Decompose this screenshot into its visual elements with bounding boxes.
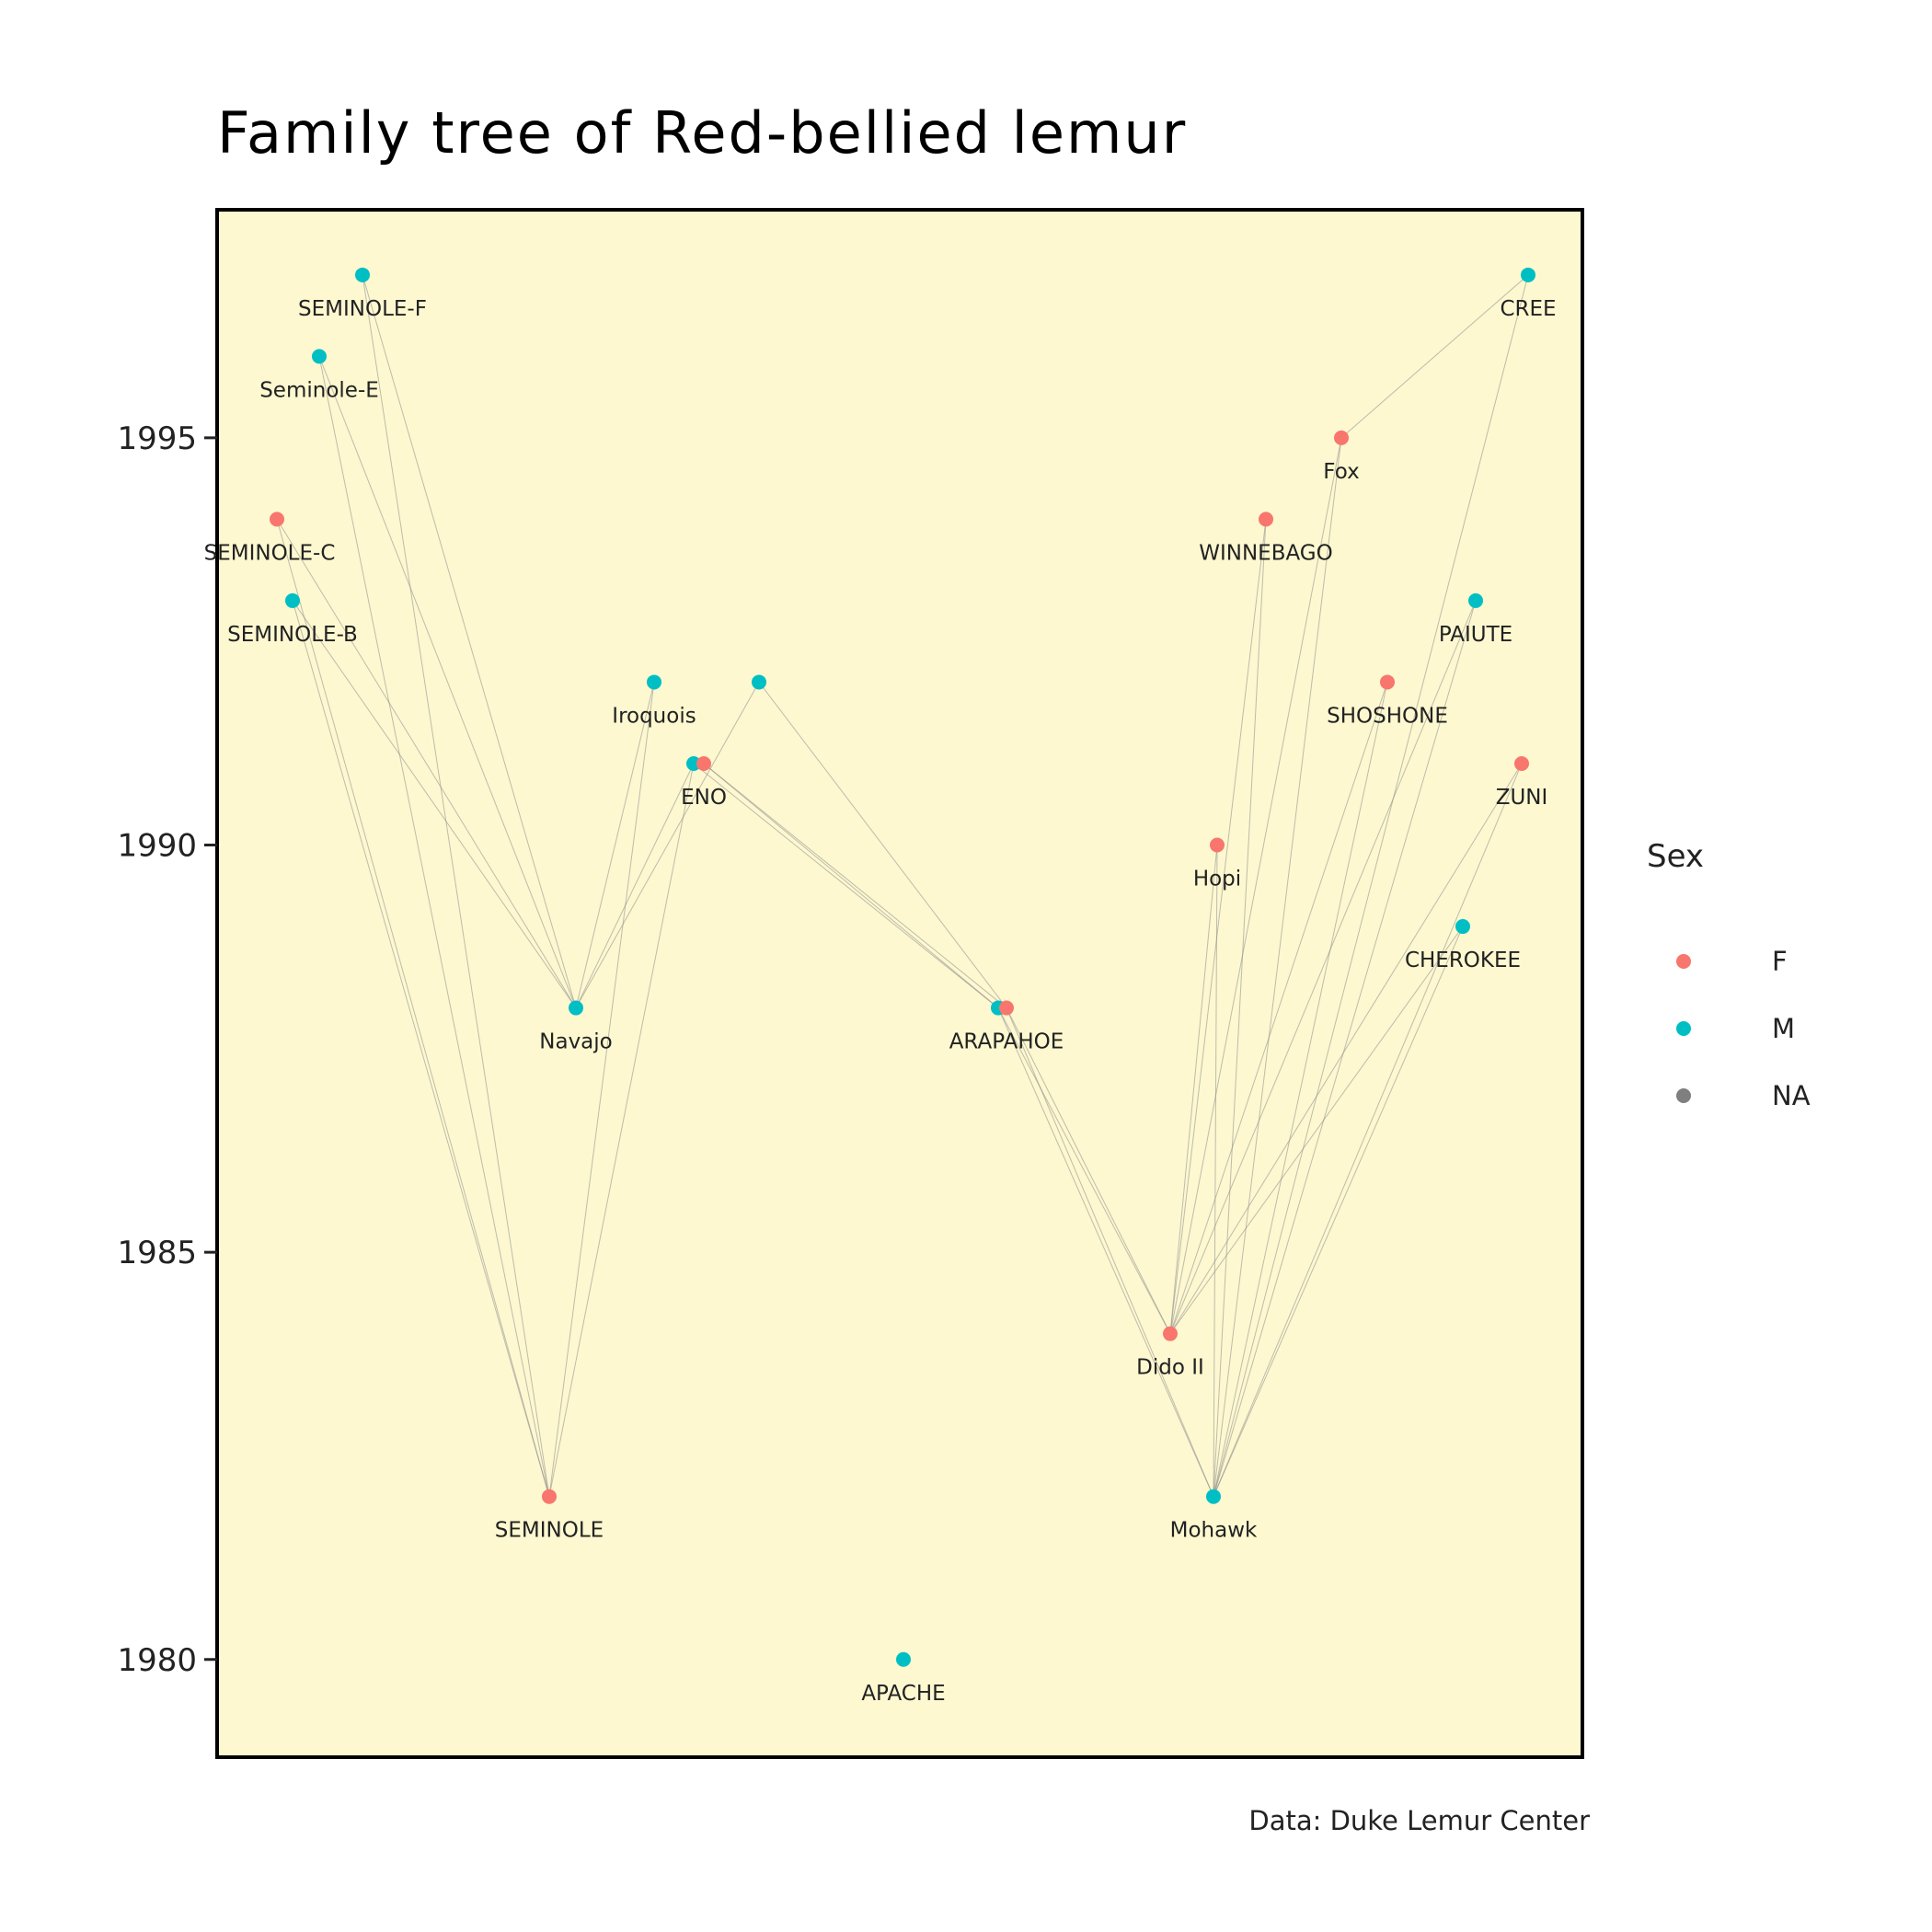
edge-cherokee-mohawk bbox=[1213, 926, 1464, 1497]
point-eno bbox=[696, 755, 711, 771]
point-eno_m bbox=[686, 755, 701, 771]
label-seminole_b: SEMINOLE-B bbox=[227, 623, 358, 647]
label-seminole_c: SEMINOLE-C bbox=[204, 541, 336, 565]
points-layer bbox=[270, 267, 1535, 1667]
y-tick-label-1995: 1995 bbox=[117, 420, 197, 457]
label-paiute: PAIUTE bbox=[1439, 623, 1512, 647]
legend-key-F bbox=[1676, 954, 1691, 969]
label-mohawk: Mohawk bbox=[1170, 1519, 1258, 1543]
caption: Data: Duke Lemur Center bbox=[1248, 1805, 1590, 1836]
legend: Sex F M NA bbox=[1647, 838, 1811, 1111]
legend-title: Sex bbox=[1647, 838, 1704, 875]
point-seminole_b bbox=[285, 592, 300, 608]
edge-seminole_f-seminole bbox=[362, 274, 550, 1497]
label-eno: ENO bbox=[681, 786, 727, 810]
point-seminole bbox=[542, 1489, 557, 1504]
legend-label-NA: NA bbox=[1772, 1080, 1811, 1111]
edge-winnebago-mohawk bbox=[1213, 519, 1267, 1497]
point-shoshone bbox=[1380, 674, 1395, 690]
edge-eno_m-navajo bbox=[575, 763, 695, 1008]
point-arapahoe bbox=[999, 1000, 1014, 1016]
edge-eno-arapahoe_m bbox=[703, 763, 999, 1008]
label-fox: Fox bbox=[1323, 460, 1359, 484]
edge-eno_m-seminole bbox=[548, 763, 695, 1497]
edges-layer bbox=[276, 274, 1529, 1497]
edge-unnamed_1992-arapahoe bbox=[758, 682, 1007, 1008]
edge-eno-arapahoe bbox=[703, 763, 1007, 1008]
point-paiute bbox=[1468, 592, 1483, 608]
edge-winnebago-dido_ii bbox=[1169, 519, 1267, 1334]
edge-seminole_e-navajo bbox=[318, 356, 577, 1008]
edge-zuni-dido_ii bbox=[1169, 763, 1523, 1334]
point-dido_ii bbox=[1163, 1326, 1178, 1341]
point-unnamed_1992 bbox=[752, 674, 766, 690]
edge-fox-mohawk bbox=[1213, 437, 1342, 1497]
label-iroquois: Iroquois bbox=[612, 704, 696, 728]
label-winnebago: WINNEBAGO bbox=[1199, 541, 1333, 565]
point-seminole_f bbox=[355, 267, 370, 282]
edge-arapahoe_m-mohawk bbox=[997, 1007, 1214, 1497]
edge-eno_m-arapahoe_m bbox=[693, 763, 999, 1008]
point-navajo bbox=[569, 1000, 583, 1016]
label-seminole_e: Seminole-E bbox=[259, 378, 379, 402]
edge-seminole_c-navajo bbox=[276, 519, 577, 1008]
point-winnebago bbox=[1259, 512, 1273, 527]
label-arapahoe: ARAPAHOE bbox=[949, 1030, 1064, 1054]
edge-unnamed_1992-navajo bbox=[575, 682, 760, 1008]
legend-label-F: F bbox=[1772, 946, 1788, 977]
edge-arapahoe_m-dido_ii bbox=[997, 1007, 1171, 1334]
label-apache: APACHE bbox=[861, 1682, 945, 1706]
edge-paiute-mohawk bbox=[1213, 600, 1477, 1497]
edge-cree-mohawk bbox=[1213, 274, 1529, 1497]
label-cherokee: CHEROKEE bbox=[1405, 949, 1521, 972]
y-axis: 1980 1985 1990 1995 bbox=[117, 420, 217, 1679]
edge-shoshone-dido_ii bbox=[1169, 682, 1388, 1334]
label-shoshone: SHOSHONE bbox=[1327, 704, 1448, 728]
point-mohawk bbox=[1206, 1489, 1221, 1504]
chart-title: Family tree of Red-bellied lemur bbox=[217, 99, 1188, 167]
edge-shoshone-mohawk bbox=[1213, 682, 1388, 1497]
label-zuni: ZUNI bbox=[1496, 786, 1548, 810]
legend-key-NA bbox=[1676, 1088, 1691, 1103]
point-zuni bbox=[1514, 755, 1529, 771]
edge-iroquois-seminole bbox=[548, 682, 655, 1497]
legend-key-M bbox=[1676, 1021, 1691, 1036]
label-seminole: SEMINOLE bbox=[495, 1519, 604, 1543]
label-hopi: Hopi bbox=[1193, 868, 1241, 891]
point-hopi bbox=[1210, 837, 1225, 853]
edge-seminole_f-navajo bbox=[362, 274, 577, 1008]
label-dido_ii: Dido II bbox=[1136, 1356, 1204, 1380]
edge-arapahoe-dido_ii bbox=[1006, 1007, 1171, 1334]
edge-paiute-dido_ii bbox=[1169, 600, 1477, 1334]
edge-seminole_e-seminole bbox=[318, 356, 550, 1497]
edge-zuni-mohawk bbox=[1213, 763, 1523, 1497]
legend-label-M: M bbox=[1772, 1013, 1795, 1044]
label-navajo: Navajo bbox=[539, 1030, 612, 1054]
edge-seminole_c-seminole bbox=[276, 519, 550, 1497]
label-seminole_f: SEMINOLE-F bbox=[298, 297, 427, 321]
point-seminole_e bbox=[312, 349, 327, 364]
labels-layer: SEMINOLE-F Seminole-E SEMINOLE-C SEMINOLE-B… bbox=[204, 297, 1557, 1706]
edge-seminole_b-navajo bbox=[292, 600, 577, 1008]
y-tick-label-1985: 1985 bbox=[117, 1235, 197, 1271]
plot-panel bbox=[215, 208, 1584, 1759]
point-iroquois bbox=[647, 674, 661, 690]
edge-hopi-dido_ii bbox=[1169, 845, 1218, 1334]
edge-arapahoe-mohawk bbox=[1006, 1007, 1214, 1497]
point-cherokee bbox=[1455, 919, 1470, 935]
edge-cherokee-dido_ii bbox=[1169, 926, 1464, 1334]
point-seminole_c bbox=[270, 512, 284, 527]
point-apache bbox=[896, 1651, 911, 1667]
edge-cree-fox bbox=[1340, 274, 1529, 439]
edge-fox-dido_ii bbox=[1169, 437, 1342, 1334]
edge-seminole_b-seminole bbox=[292, 600, 550, 1497]
edge-hopi-mohawk bbox=[1213, 845, 1218, 1497]
y-tick-label-1980: 1980 bbox=[117, 1642, 197, 1679]
label-cree: CREE bbox=[1500, 297, 1556, 321]
point-cree bbox=[1521, 267, 1535, 282]
y-tick-label-1990: 1990 bbox=[117, 828, 197, 865]
point-fox bbox=[1334, 430, 1349, 445]
edge-iroquois-navajo bbox=[575, 682, 655, 1008]
